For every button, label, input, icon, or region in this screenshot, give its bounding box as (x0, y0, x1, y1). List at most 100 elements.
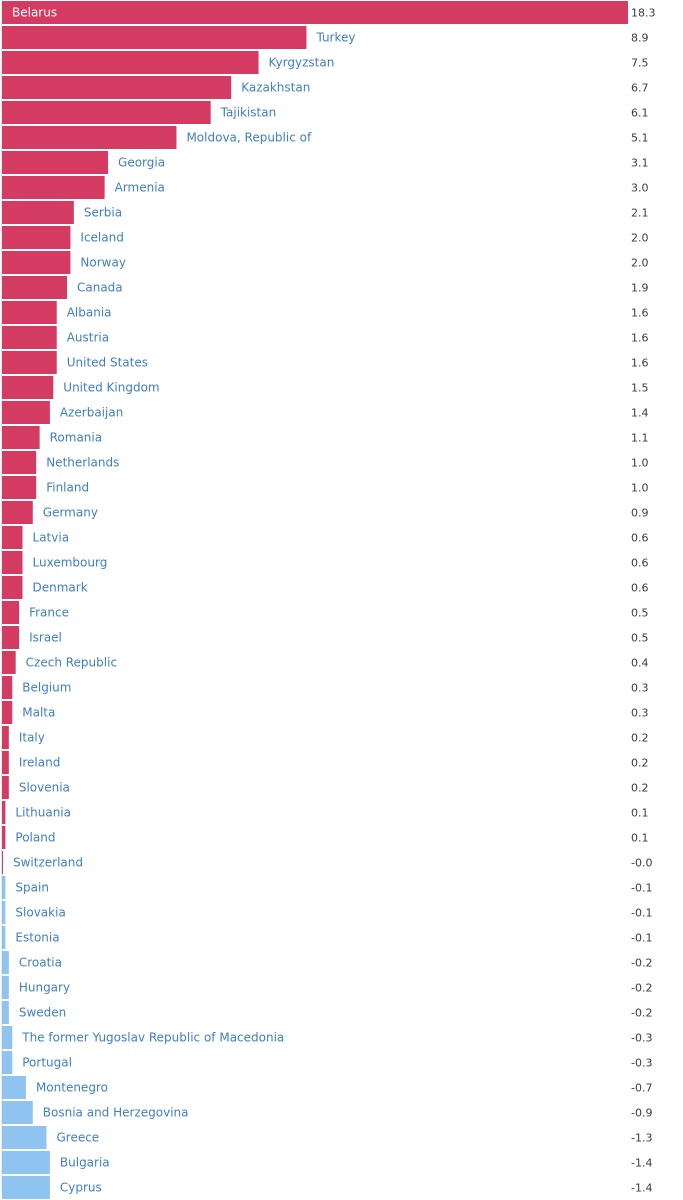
bar-value-label: -0.7 (631, 1082, 652, 1095)
bar (2, 401, 50, 424)
bar-value-label: 0.2 (631, 782, 649, 795)
bar-category-label: United Kingdom (63, 381, 159, 395)
bar-value-label: 0.6 (631, 557, 649, 570)
bar (2, 201, 74, 224)
bar-category-label: Cyprus (60, 1181, 102, 1195)
bar-value-label: -1.4 (631, 1157, 652, 1170)
bar-value-label: 0.2 (631, 732, 649, 745)
bar (2, 926, 6, 949)
bar-value-label: -0.0 (631, 857, 652, 870)
bar (2, 551, 23, 574)
bar (2, 76, 232, 99)
bar-category-label: Serbia (84, 206, 122, 220)
bar (2, 376, 54, 399)
bar-category-label: Israel (29, 631, 62, 645)
bar-value-label: 2.0 (631, 257, 649, 270)
bar (2, 1001, 9, 1024)
bar-category-label: France (29, 606, 69, 620)
bar (2, 701, 13, 724)
bar-category-label: Latvia (33, 531, 70, 545)
bar-value-label: 1.0 (631, 482, 649, 495)
bar-value-label: -0.1 (631, 932, 652, 945)
bar (2, 51, 259, 74)
bar-value-label: 1.9 (631, 282, 649, 295)
bar-category-label: Romania (50, 431, 102, 445)
bar-value-label: 0.5 (631, 607, 649, 620)
bar (2, 751, 9, 774)
bar-category-label: Netherlands (46, 456, 119, 470)
bar-category-label: Denmark (33, 581, 88, 595)
bar-category-label: Malta (22, 706, 55, 720)
bar-category-label: Germany (43, 506, 98, 520)
bar-value-label: 18.3 (631, 7, 656, 20)
bar-category-label: Luxembourg (33, 556, 108, 570)
bar (2, 601, 20, 624)
bar-value-label: 3.0 (631, 182, 649, 195)
bar-category-label: Canada (77, 281, 123, 295)
bar-category-label: Slovenia (19, 781, 70, 795)
bar (2, 1176, 50, 1199)
bar (2, 26, 307, 49)
bar-value-label: 1.6 (631, 357, 649, 370)
bar-category-label: Belgium (22, 681, 71, 695)
bar-value-label: 2.1 (631, 207, 649, 220)
bar-value-label: 5.1 (631, 132, 649, 145)
bar (2, 476, 37, 499)
bar-value-label: -0.2 (631, 957, 652, 970)
bar (2, 1026, 13, 1049)
bar-value-label: 1.6 (631, 307, 649, 320)
bar-value-label: 0.6 (631, 532, 649, 545)
bar-value-label: -1.3 (631, 1132, 652, 1145)
bar-value-label: 0.9 (631, 507, 649, 520)
bar-category-label: Poland (15, 831, 55, 845)
bar-category-label: Finland (46, 481, 89, 495)
bar (2, 801, 6, 824)
bar-category-label: Kyrgyzstan (269, 56, 335, 70)
bar (2, 126, 177, 149)
bar-category-label: Turkey (315, 31, 355, 45)
bar-category-label: Slovakia (15, 906, 65, 920)
bars: Belarus 18.3 Turkey 8.9 Kyrgyzstan 7.5 Kazakhs… (2, 1, 656, 1199)
bar-category-label: Norway (80, 256, 126, 270)
bar-category-label: Tajikistan (220, 106, 277, 120)
bar-value-label: 3.1 (631, 157, 649, 170)
bar (2, 151, 109, 174)
bar-category-label: Montenegro (36, 1081, 108, 1095)
bar-category-label: Azerbaijan (60, 406, 123, 420)
bar-category-label: Albania (67, 306, 112, 320)
bar (2, 876, 6, 899)
bar-category-label: Italy (19, 731, 45, 745)
bar (2, 351, 57, 374)
bar-value-label: -0.1 (631, 882, 652, 895)
bar-value-label: 6.1 (631, 107, 649, 120)
bar (2, 651, 16, 674)
bar-value-label: 2.0 (631, 232, 649, 245)
bar-value-label: -0.1 (631, 907, 652, 920)
bar (2, 326, 57, 349)
bar-value-label: 1.6 (631, 332, 649, 345)
bar (2, 426, 40, 449)
bar-value-label: -0.3 (631, 1057, 652, 1070)
bar-value-label: 1.1 (631, 432, 649, 445)
bar (2, 726, 9, 749)
bar (2, 526, 23, 549)
bar-value-label: 0.3 (631, 707, 649, 720)
bar-value-label: 0.5 (631, 632, 649, 645)
bar-value-label: -0.3 (631, 1032, 652, 1045)
bar-value-label: 1.4 (631, 407, 649, 420)
bar-category-label: Greece (56, 1131, 99, 1145)
bar-category-label: Sweden (19, 1006, 66, 1020)
bar-value-label: -1.4 (631, 1182, 652, 1195)
bar-value-label: 6.7 (631, 82, 649, 95)
bar-value-label: 1.5 (631, 382, 649, 395)
bar (2, 1076, 26, 1099)
bar-category-label: Moldova, Republic of (186, 131, 312, 145)
bar-category-label: Ireland (19, 756, 61, 770)
bar-category-label: Belarus (12, 6, 57, 20)
bar-value-label: 0.3 (631, 682, 649, 695)
bar (2, 1151, 50, 1174)
bar (2, 951, 9, 974)
bar (2, 576, 23, 599)
bar (2, 276, 67, 299)
bar-value-label: 0.2 (631, 757, 649, 770)
